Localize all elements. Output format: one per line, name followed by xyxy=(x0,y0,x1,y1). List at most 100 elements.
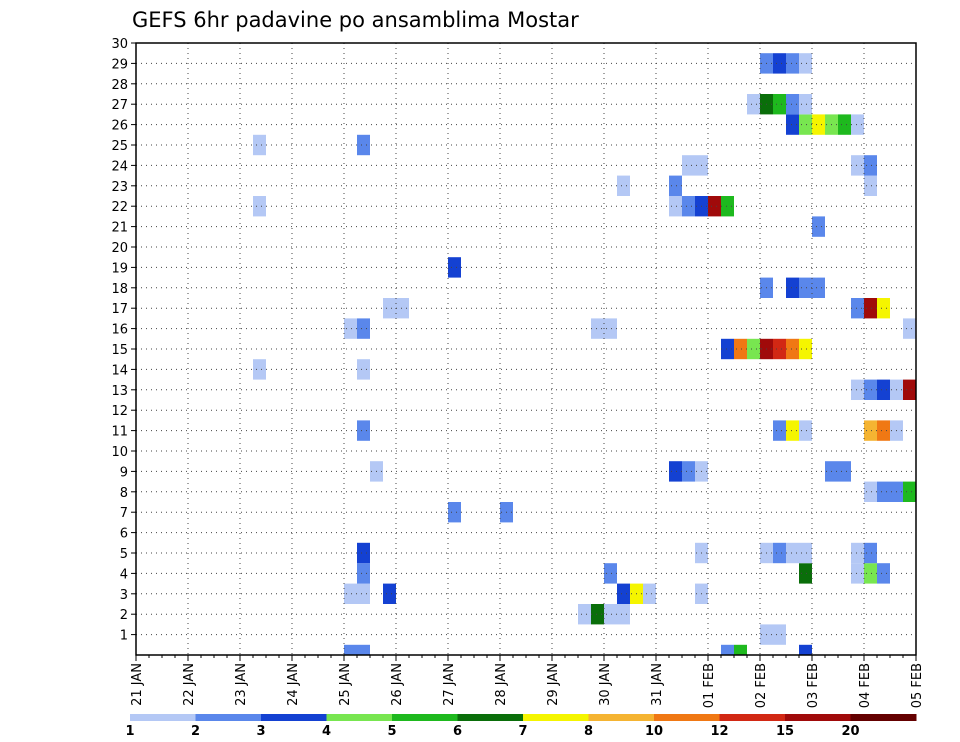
legend-swatch xyxy=(457,714,524,721)
y-tick-label: 16 xyxy=(111,323,128,338)
precip-cell xyxy=(773,420,786,441)
precip-cell xyxy=(786,542,799,564)
y-tick-label: 4 xyxy=(120,567,128,582)
legend-label: 1 xyxy=(125,724,134,739)
legend-label: 10 xyxy=(645,724,663,739)
y-tick-label: 3 xyxy=(120,588,128,603)
precip-cell xyxy=(851,155,864,176)
legend-label: 3 xyxy=(256,724,265,739)
x-tick-label: 30 JAN xyxy=(598,663,613,706)
chart-title: GEFS 6hr padavine po ansamblima Mostar xyxy=(132,8,579,32)
legend-label: 8 xyxy=(584,724,593,739)
precip-cell xyxy=(383,583,396,604)
precip-cell xyxy=(799,277,812,298)
precip-cell xyxy=(708,196,721,217)
x-tick-label: 28 JAN xyxy=(494,663,509,706)
precip-cell xyxy=(786,338,799,360)
legend-label: 15 xyxy=(776,724,794,739)
precip-cell xyxy=(851,298,864,319)
precip-cell xyxy=(734,644,747,655)
x-tick-label: 01 FEB xyxy=(702,663,717,708)
precip-cell xyxy=(669,196,682,217)
precip-cell xyxy=(682,155,695,176)
precip-cell xyxy=(357,134,370,156)
precip-cell xyxy=(773,53,786,74)
precip-cell xyxy=(344,583,357,604)
precip-cell xyxy=(396,298,409,319)
y-tick-label: 26 xyxy=(111,119,128,134)
x-tick-label: 24 JAN xyxy=(286,663,301,706)
precip-cell xyxy=(786,94,799,115)
precip-cell xyxy=(344,318,357,339)
precip-cell xyxy=(799,563,812,584)
x-tick-label: 25 JAN xyxy=(338,663,353,706)
precip-cell xyxy=(799,542,812,564)
precip-cell xyxy=(721,196,734,217)
precip-cell xyxy=(877,379,890,400)
legend-swatch xyxy=(261,714,327,721)
precip-cell xyxy=(786,114,799,135)
x-tick-label: 29 JAN xyxy=(546,663,561,706)
x-tick-label: 26 JAN xyxy=(390,663,405,706)
precip-cell xyxy=(591,604,604,625)
legend-label: 7 xyxy=(518,724,527,739)
y-tick-label: 14 xyxy=(111,363,128,378)
precip-cell xyxy=(877,298,890,319)
x-tick-label: 03 FEB xyxy=(806,663,821,708)
precip-cell xyxy=(799,420,812,441)
legend-swatch xyxy=(326,714,393,721)
y-tick-label: 1 xyxy=(120,629,128,644)
precip-cell xyxy=(864,481,877,502)
precip-cell xyxy=(786,53,799,74)
x-tick-label: 22 JAN xyxy=(182,663,197,706)
x-tick-label: 05 FEB xyxy=(910,663,925,708)
legend-swatch xyxy=(588,714,655,721)
precip-cell xyxy=(357,542,370,564)
y-tick-label: 10 xyxy=(111,445,128,460)
y-tick-label: 20 xyxy=(111,241,128,256)
x-tick-label: 04 FEB xyxy=(858,663,873,708)
y-tick-label: 19 xyxy=(111,261,128,276)
legend-label: 2 xyxy=(191,724,200,739)
precip-cell xyxy=(864,379,877,400)
legend-swatch xyxy=(130,714,196,721)
y-tick-label: 25 xyxy=(111,139,128,154)
precip-cell xyxy=(799,338,812,360)
precip-cell xyxy=(747,94,760,115)
precip-cell xyxy=(773,624,786,645)
y-tick-label: 22 xyxy=(111,200,128,215)
precip-cell xyxy=(877,563,890,584)
x-tick-label: 02 FEB xyxy=(754,663,769,708)
precip-cell xyxy=(721,644,734,655)
precip-cells xyxy=(253,53,916,655)
legend-swatch xyxy=(850,714,917,721)
precip-cell xyxy=(864,563,877,584)
y-tick-label: 9 xyxy=(120,465,128,480)
precip-cell xyxy=(812,114,825,135)
precip-cell xyxy=(786,420,799,441)
y-tick-label: 21 xyxy=(111,221,128,236)
precip-cell xyxy=(851,542,864,564)
legend-label: 6 xyxy=(453,724,462,739)
legend-swatch xyxy=(523,714,589,721)
precip-cell xyxy=(357,318,370,339)
legend-swatch xyxy=(719,714,786,721)
precip-cell xyxy=(851,114,864,135)
precip-cell xyxy=(448,257,461,278)
precip-cell xyxy=(864,175,877,196)
precip-cell xyxy=(799,94,812,115)
precip-cell xyxy=(682,461,695,482)
y-tick-label: 28 xyxy=(111,78,128,93)
x-tick-label: 31 JAN xyxy=(650,663,665,706)
x-axis: 21 JAN 22 JAN 23 JAN 24 JAN 25 JAN 26 JAN 27 J… xyxy=(130,655,925,708)
x-tick-label: 21 JAN xyxy=(130,663,145,706)
color-legend: 1 2 3 4 5 6 7 8 10 12 15 20 xyxy=(125,714,917,739)
precip-cell xyxy=(617,175,630,196)
x-tick-label: 23 JAN xyxy=(234,663,249,706)
precip-cell xyxy=(734,338,747,360)
y-tick-label: 6 xyxy=(120,527,128,542)
precip-cell xyxy=(604,563,617,584)
precip-cell xyxy=(864,298,877,319)
precip-cell xyxy=(799,114,812,135)
legend-swatch xyxy=(654,714,720,721)
